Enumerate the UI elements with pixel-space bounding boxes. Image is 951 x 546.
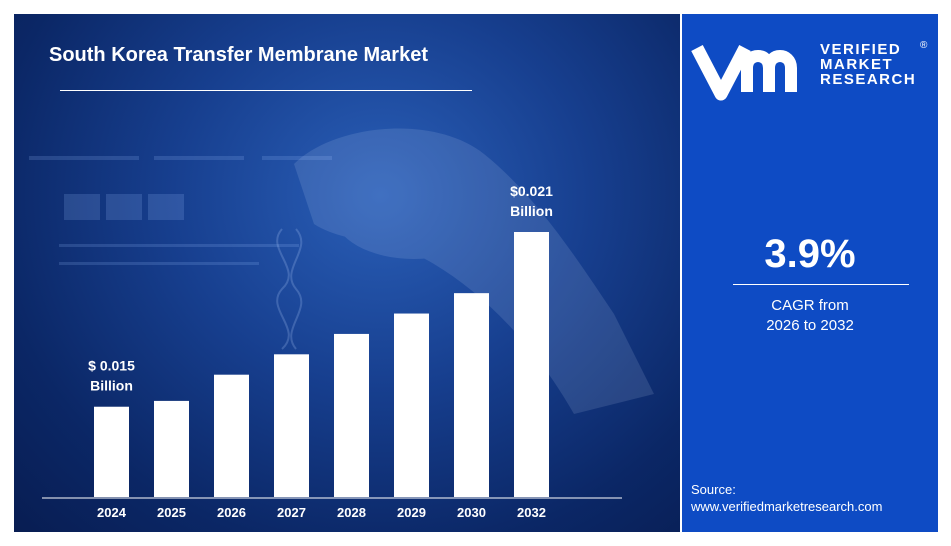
data-label-2032-line1: $0.021 (510, 183, 553, 199)
x-tick-label-2032: 2032 (517, 505, 546, 520)
bar-2028 (334, 333, 369, 497)
brand-line-research: RESEARCH (820, 71, 917, 88)
chart-title: South Korea Transfer Membrane Market (49, 44, 428, 66)
bar-2030 (454, 293, 489, 497)
x-tick-label-2024: 2024 (97, 505, 127, 520)
vmr-logo-icon (691, 44, 797, 101)
data-label-2024-line2: Billion (90, 378, 133, 394)
brand-wordmark: VERIFIED MARKET RESEARCH (820, 42, 916, 87)
x-tick-label-2030: 2030 (457, 505, 486, 520)
registered-mark: ® (920, 40, 928, 51)
title-divider (60, 90, 472, 91)
x-tick-label-2026: 2026 (217, 505, 246, 520)
x-tick-label-2028: 2028 (337, 505, 366, 520)
bar-2024 (94, 406, 129, 497)
cagr-value: 3.9% (764, 232, 856, 276)
data-label-2024-line1: $ 0.015 (88, 358, 135, 374)
x-tick-label-2029: 2029 (397, 505, 426, 520)
x-tick-label-2027: 2027 (277, 505, 306, 520)
source-note: Source: www.verifiedmarketresearch.com (691, 481, 882, 515)
background-artwork (29, 128, 654, 415)
bar-2026 (214, 374, 249, 497)
summary-panel (682, 14, 938, 532)
bar-2025 (154, 400, 189, 497)
cagr-label-line2: 2026 to 2032 (766, 317, 854, 334)
bar-2032 (514, 232, 549, 497)
x-tick-label-2025: 2025 (157, 505, 186, 520)
bar-2029 (394, 313, 429, 497)
brand-line-verified: VERIFIED (820, 41, 902, 58)
bar-2027 (274, 354, 309, 497)
cagr-label: CAGR from 2026 to 2032 (682, 296, 938, 336)
source-label: Source: (691, 482, 736, 497)
source-url[interactable]: www.verifiedmarketresearch.com (691, 499, 883, 514)
cagr-label-line1: CAGR from (771, 297, 849, 314)
cagr-divider (733, 284, 909, 285)
data-label-2032-line2: Billion (510, 203, 553, 219)
brand-line-market: MARKET (820, 56, 894, 73)
